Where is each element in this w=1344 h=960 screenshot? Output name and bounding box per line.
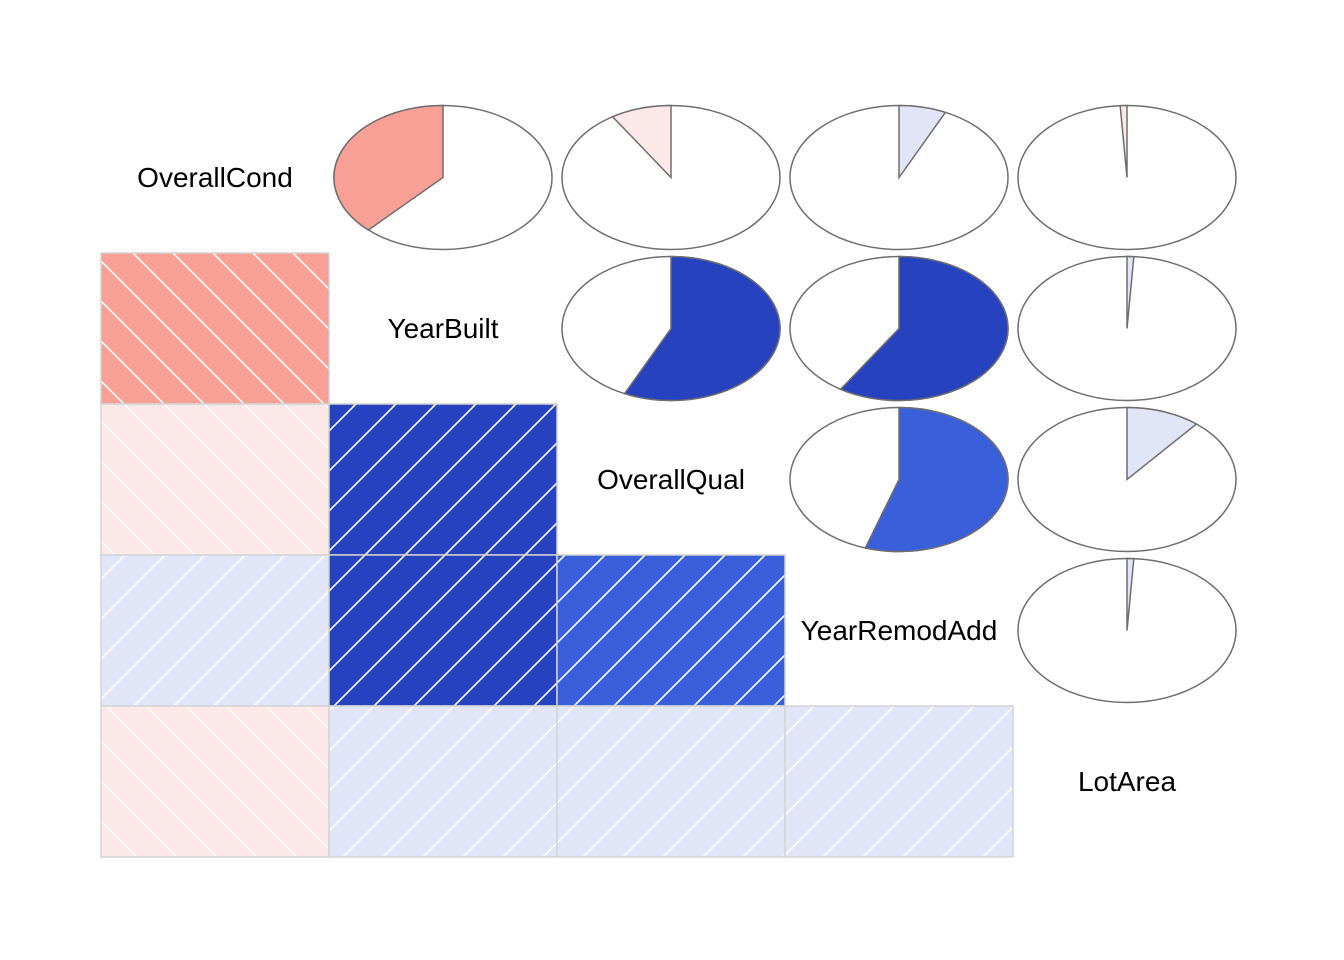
pie-slice [1126, 557, 1135, 631]
pie-OverallCond-OverallQual [561, 104, 781, 251]
pie-YearBuilt-YearRemodAdd [789, 255, 1009, 402]
pie-OverallCond-YearBuilt [333, 104, 553, 251]
pie-YearRemodAdd-LotArea [1017, 557, 1237, 704]
shade-hatch [101, 706, 329, 857]
shade-hatch [101, 404, 329, 555]
pie-YearBuilt-LotArea [1017, 255, 1237, 402]
shade-cell-YearRemodAdd-YearBuilt [328, 554, 558, 707]
variable-label-YearRemodAdd: YearRemodAdd [801, 615, 998, 646]
pie-OverallCond-YearRemodAdd [789, 104, 1009, 251]
pie-slice [623, 255, 781, 402]
variable-label-YearBuilt: YearBuilt [387, 313, 498, 344]
pie-slice [333, 104, 444, 231]
variable-label-LotArea: LotArea [1078, 766, 1176, 797]
shade-cell-LotArea-YearRemodAdd [784, 705, 1014, 858]
shade-cell-YearRemodAdd-OverallQual [556, 554, 786, 707]
shade-hatch [329, 706, 557, 857]
pie-slice [864, 406, 1009, 553]
shade-cell-OverallQual-YearBuilt [328, 403, 558, 556]
pie-YearBuilt-OverallQual [561, 255, 781, 402]
shade-hatch [101, 555, 329, 706]
pie-slice [1126, 406, 1198, 482]
shade-cell-LotArea-OverallQual [556, 705, 786, 858]
variable-label-OverallCond: OverallCond [137, 162, 293, 193]
shade-cell-LotArea-YearBuilt [328, 705, 558, 858]
shade-hatch [557, 706, 785, 857]
shade-cell-YearBuilt-OverallCond [100, 252, 330, 405]
shade-cell-LotArea-OverallCond [100, 705, 330, 858]
shade-hatch [329, 404, 557, 555]
pie-slice [839, 255, 1009, 402]
shade-hatch [785, 706, 1013, 857]
shade-border [784, 705, 1014, 858]
shade-hatch [101, 253, 329, 404]
pie-slice [1126, 255, 1135, 329]
pie-OverallCond-LotArea [1017, 104, 1237, 251]
variable-label-OverallQual: OverallQual [597, 464, 745, 495]
pie-slice [611, 104, 672, 180]
shade-hatch [329, 555, 557, 706]
pie-slice [898, 104, 947, 180]
shade-cell-OverallQual-OverallCond [100, 403, 330, 556]
pie-OverallQual-LotArea [1017, 406, 1237, 553]
pie-OverallQual-YearRemodAdd [789, 406, 1009, 553]
shade-cell-YearRemodAdd-OverallCond [100, 554, 330, 707]
pie-slice [1119, 104, 1128, 178]
shade-hatch [557, 555, 785, 706]
